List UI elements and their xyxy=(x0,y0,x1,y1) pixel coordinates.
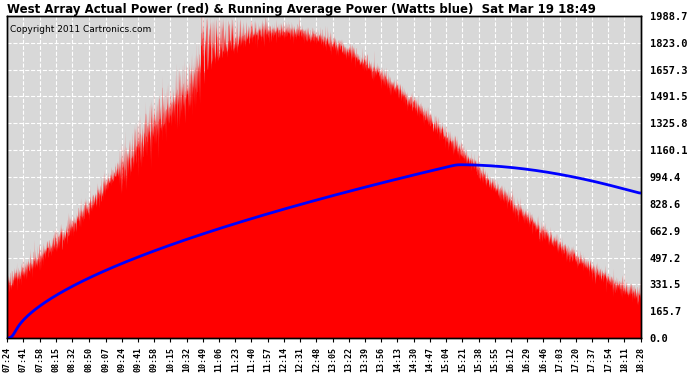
Text: West Array Actual Power (red) & Running Average Power (Watts blue)  Sat Mar 19 1: West Array Actual Power (red) & Running … xyxy=(8,3,596,16)
Text: Copyright 2011 Cartronics.com: Copyright 2011 Cartronics.com xyxy=(10,26,152,34)
